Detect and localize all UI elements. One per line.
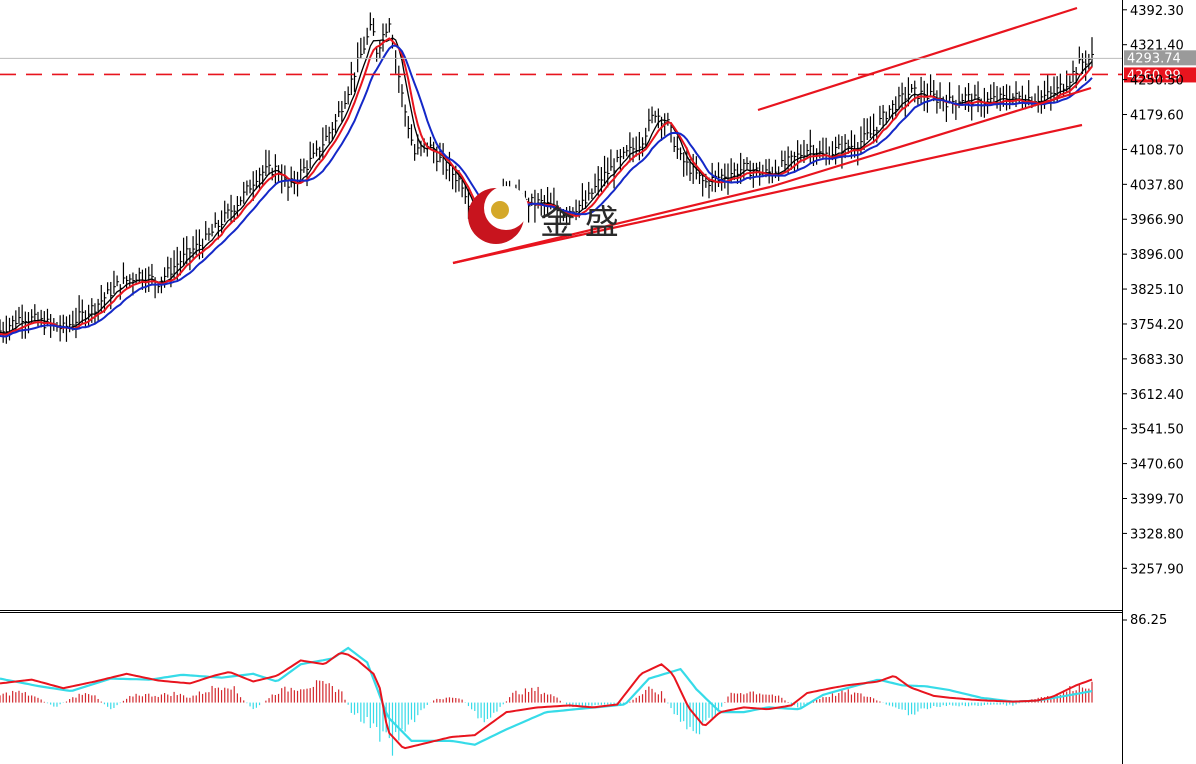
price-tick-label: 3257.90 (1130, 562, 1184, 577)
price-tick-label: 3825.10 (1130, 283, 1184, 298)
price-tick-label: 4392.30 (1130, 4, 1184, 19)
price-tick-label: 4250.50 (1130, 74, 1184, 89)
price-tick-label: 3612.40 (1130, 388, 1184, 403)
trendline (452, 123, 1083, 265)
watermark-logo: 金 盛 (468, 186, 619, 244)
price-bars (0, 12, 1094, 344)
price-tick-label: 4108.70 (1130, 143, 1184, 158)
logo-text: 金 盛 (540, 203, 619, 243)
price-tick-label: 4179.60 (1130, 109, 1184, 124)
price-tick-label: 4037.80 (1130, 178, 1184, 193)
price-tick-label: 3896.00 (1130, 248, 1184, 263)
level-price-badge (1124, 67, 1196, 83)
price-tick-label: 3541.50 (1130, 423, 1184, 438)
price-tick-label: 4321.40 (1130, 39, 1184, 54)
price-tick-label: 3683.30 (1130, 353, 1184, 368)
trendlines (452, 6, 1092, 265)
horizontal-levels: 4293.74 4260.99 (0, 50, 1196, 83)
current-price-label: 4293.74 (1127, 51, 1181, 66)
macd-tick-label: 86.25 (1130, 613, 1167, 628)
price-tick-label: 3328.80 (1130, 527, 1184, 542)
price-tick-label: 3754.20 (1130, 318, 1184, 333)
price-line-black (0, 37, 1093, 334)
current-price-badge (1124, 50, 1196, 66)
price-tick-label: 3966.90 (1130, 213, 1184, 228)
macd-panel: 86.25 (0, 613, 1167, 756)
level-price-label: 4260.99 (1127, 68, 1181, 83)
trendline (769, 86, 1092, 189)
logo-gold-icon (491, 201, 509, 219)
fast-ma-line (0, 37, 1093, 336)
trendline (757, 6, 1078, 112)
slow-ma-line (0, 44, 1093, 338)
trendline (452, 185, 771, 265)
price-tick-label: 3399.70 (1130, 493, 1184, 508)
price-moving-averages (0, 37, 1093, 338)
price-tick-label: 3470.60 (1130, 458, 1184, 473)
macd-line (0, 652, 1093, 750)
macd-signal-line (0, 646, 1093, 746)
